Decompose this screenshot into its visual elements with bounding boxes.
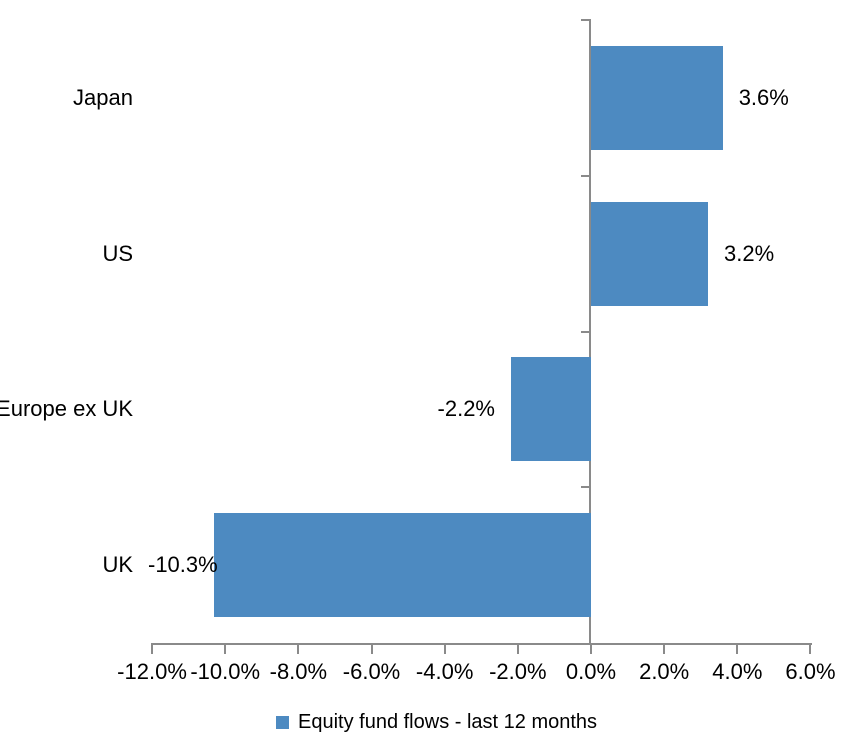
bar-europe-ex-uk: [510, 357, 591, 462]
x-axis-tick: [590, 645, 592, 654]
x-axis-tick: [297, 645, 300, 654]
x-axis-tick: [151, 645, 154, 654]
x-axis-tick: [224, 645, 227, 654]
data-label-us: 3.2%: [724, 240, 775, 266]
x-axis-line: [151, 643, 812, 645]
x-tick-label: 0.0%: [565, 659, 617, 684]
x-axis-tick: [443, 645, 446, 654]
y-axis-line: [589, 19, 591, 645]
y-axis-tick: [581, 175, 590, 177]
x-tick-label: -6.0%: [342, 659, 401, 684]
x-axis-tick: [370, 645, 373, 654]
x-tick-label: -8.0%: [269, 659, 328, 684]
y-axis-tick: [581, 486, 590, 488]
bar-uk: [214, 513, 591, 618]
x-axis-tick: [516, 645, 519, 654]
x-tick-label: 2.0%: [639, 659, 690, 684]
x-tick-label: -12.0%: [117, 659, 187, 684]
x-tick-label: 4.0%: [712, 659, 763, 684]
x-tick-label: 6.0%: [785, 659, 836, 684]
category-label-us: US: [102, 240, 133, 266]
category-label-uk: UK: [102, 552, 133, 578]
x-axis-tick: [663, 645, 666, 654]
bar-us: [591, 201, 709, 306]
bar-japan: [591, 45, 723, 150]
legend-swatch-icon: [276, 716, 289, 729]
x-axis-tick: [736, 645, 739, 654]
y-axis-tick: [581, 19, 590, 21]
x-tick-label: -10.0%: [190, 659, 261, 684]
legend-label: Equity fund flows - last 12 months: [298, 711, 598, 733]
category-label-europe-ex-uk: Europe ex UK: [0, 396, 133, 422]
x-tick-label: -4.0%: [415, 659, 474, 684]
y-axis-tick: [581, 331, 590, 333]
data-label-uk: -10.3%: [148, 552, 218, 578]
data-label-europe-ex-uk: -2.2%: [437, 396, 495, 422]
x-tick-label: -2.0%: [489, 659, 547, 684]
legend: Equity fund flows - last 12 months: [276, 711, 597, 734]
x-axis-tick: [809, 645, 812, 654]
category-label-japan: Japan: [73, 84, 133, 110]
data-label-japan: 3.6%: [738, 84, 789, 110]
